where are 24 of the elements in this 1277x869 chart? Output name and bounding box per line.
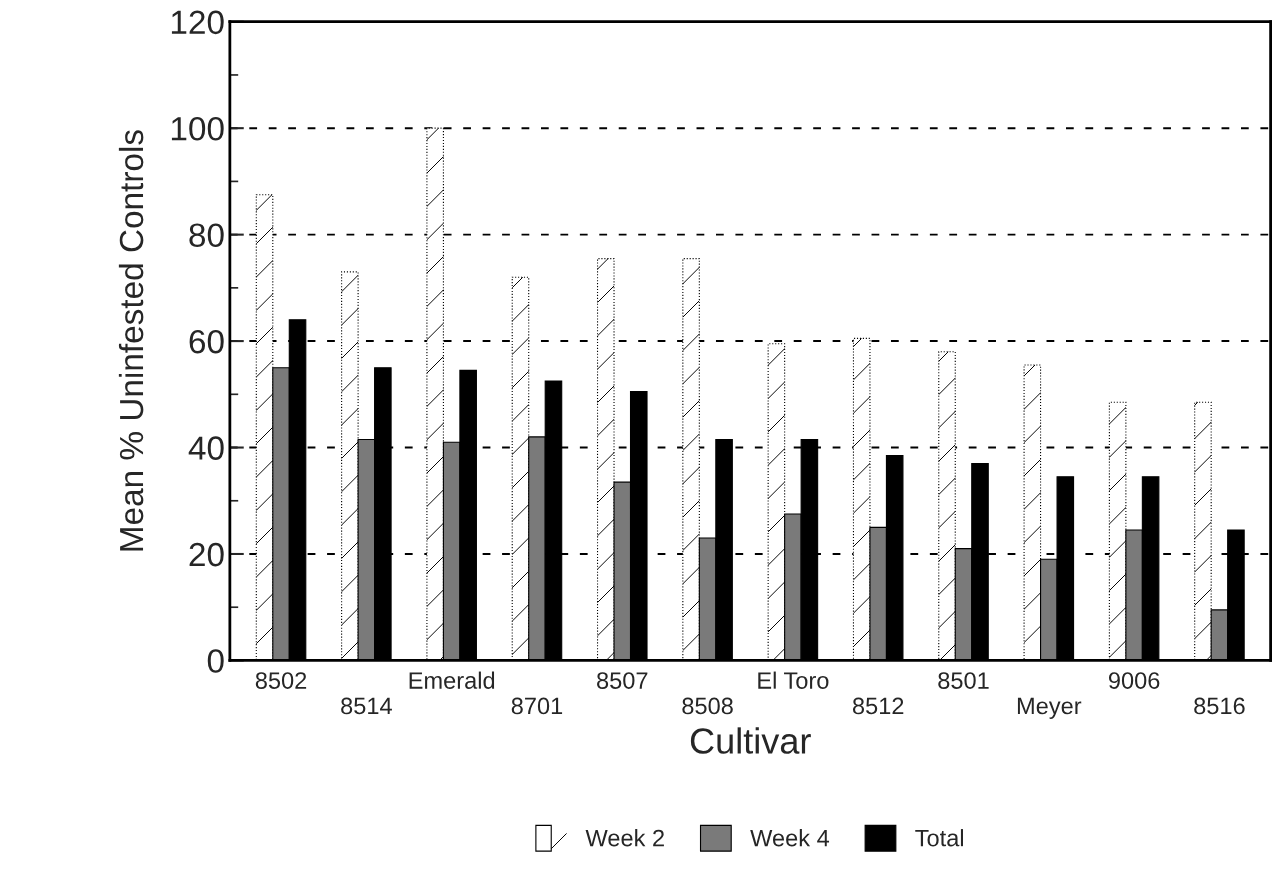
- y-tick-label: 120: [171, 10, 224, 35]
- x-tick-label: 8516: [1194, 697, 1245, 715]
- x-tick-label: 8502: [255, 672, 307, 689]
- x-tick-label: 8501: [938, 672, 989, 689]
- y-tick-label: 0: [207, 649, 224, 673]
- x-tick-label: 8507: [597, 672, 648, 689]
- legend-label: Total: [915, 829, 964, 847]
- legend-label: Week 4: [750, 829, 830, 847]
- legend-label: Week 2: [585, 829, 664, 847]
- y-tick-label: 60: [189, 329, 224, 354]
- x-tick-label: Emerald: [409, 671, 495, 689]
- x-tick-label: 8512: [852, 697, 904, 715]
- x-tick-label: 9006: [1108, 672, 1160, 689]
- y-tick-label: 20: [189, 542, 224, 567]
- x-tick-label: 8701: [511, 697, 563, 715]
- y-tick-label: 100: [171, 116, 224, 141]
- y-tick-label: 40: [188, 436, 224, 460]
- x-tick-label: 8514: [341, 697, 392, 715]
- x-tick-label: 8508: [682, 697, 733, 715]
- x-tick-label: Meyer: [1017, 697, 1082, 719]
- x-tick-label: El Toro: [758, 671, 829, 689]
- y-axis-title: Mean % Uninfested Controls: [118, 130, 144, 551]
- x-axis-title: Cultivar: [690, 727, 811, 754]
- y-tick-label: 80: [189, 223, 224, 248]
